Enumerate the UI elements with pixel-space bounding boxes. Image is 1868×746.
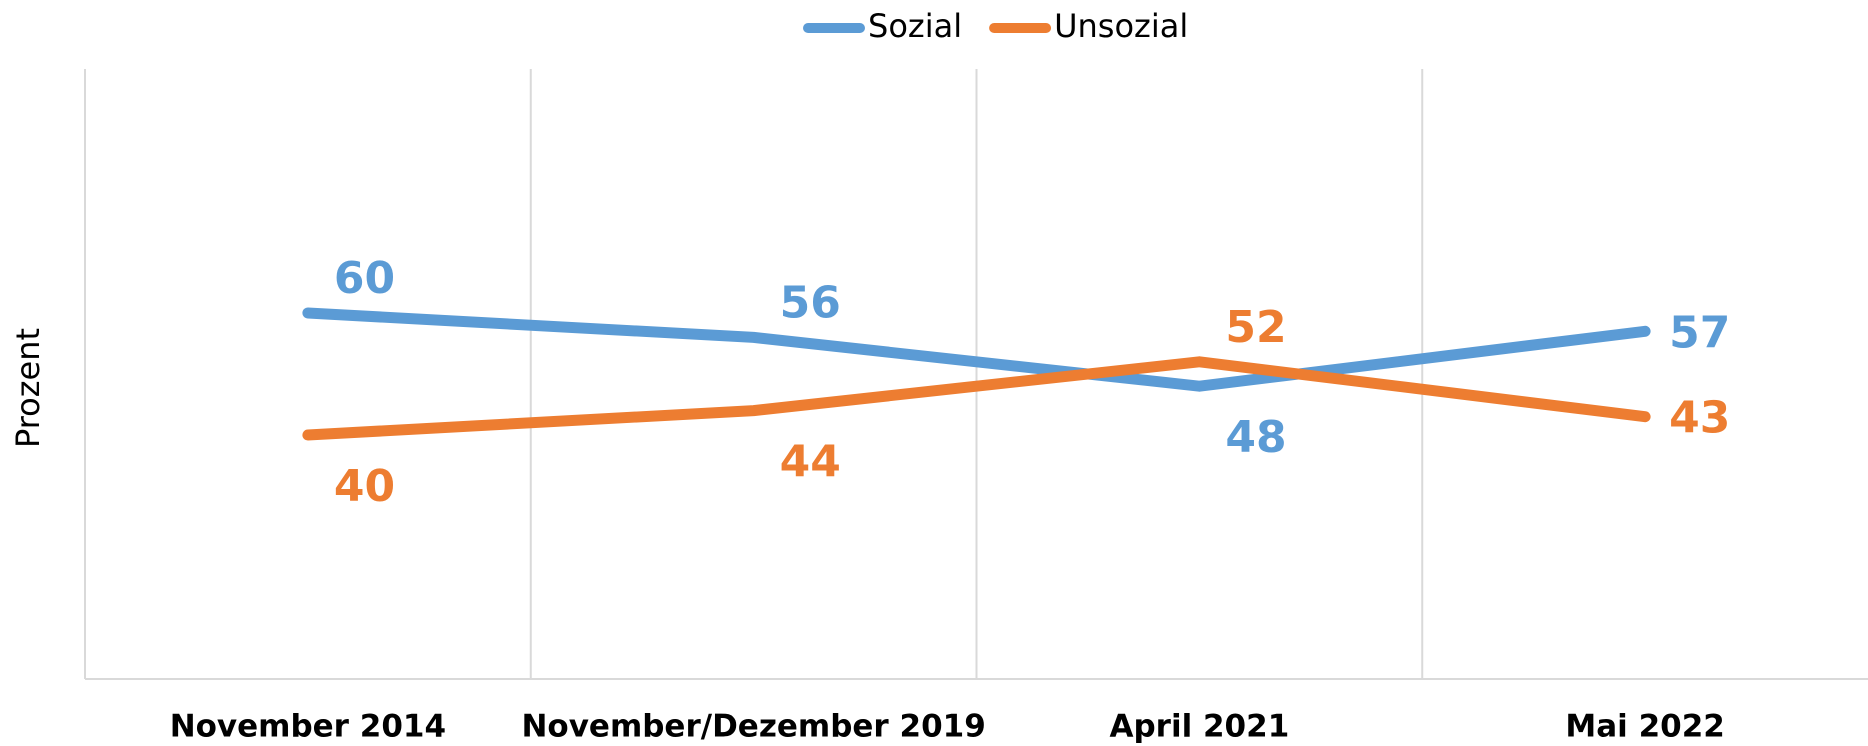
x-tick-label: November 2014: [170, 709, 446, 745]
series-line: [302, 356, 1651, 441]
data-label: 40: [334, 461, 395, 512]
series-line: [302, 307, 1651, 392]
data-label: 57: [1669, 307, 1730, 358]
x-tick-label: April 2021: [1109, 709, 1289, 745]
data-label: 60: [334, 253, 395, 304]
data-label: 56: [780, 277, 841, 328]
data-label: 48: [1225, 412, 1286, 463]
legend-label: Sozial: [868, 7, 962, 45]
data-label: 52: [1225, 302, 1286, 353]
x-tick-label: Mai 2022: [1565, 709, 1724, 745]
data-label: 44: [780, 437, 841, 488]
data-label: 43: [1669, 393, 1730, 444]
x-tick-label: November/Dezember 2019: [521, 709, 985, 745]
legend-label: Unsozial: [1054, 7, 1188, 45]
y-axis-label: Prozent: [9, 328, 47, 448]
